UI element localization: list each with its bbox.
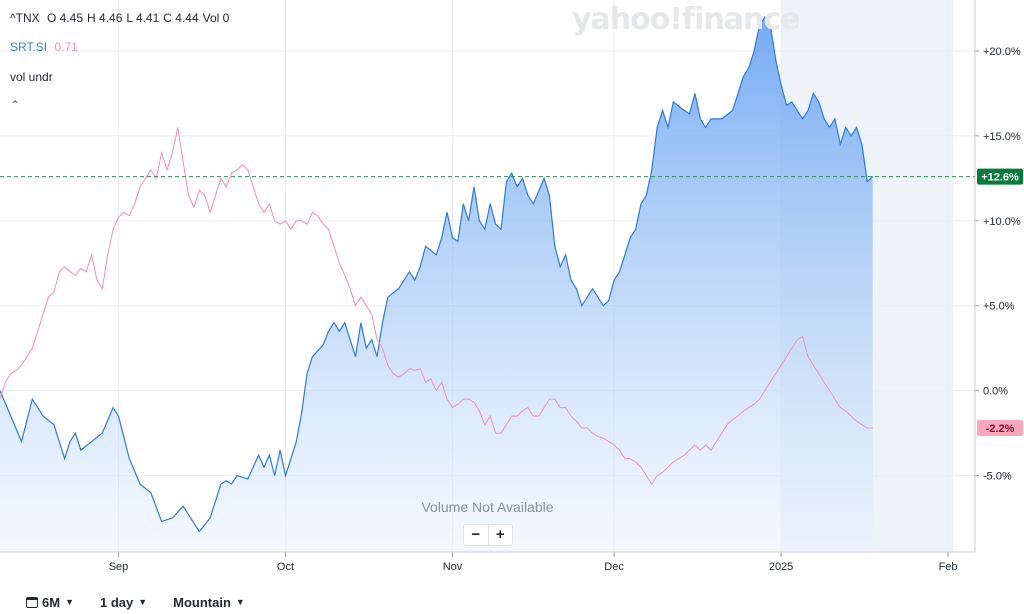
range-label: 6M [42,594,61,610]
compare-value: 0.71 [54,40,78,54]
zoom-out-button[interactable]: − [471,526,481,543]
tnx-area [0,17,873,552]
chevron-down-icon: ▼ [65,597,74,607]
x-tick-label: Sep [109,561,129,573]
x-tick-label: Oct [277,561,294,573]
yahoo-finance-watermark: yahoo!finance [572,2,800,37]
compare-symbol[interactable]: SRT.SI [10,40,48,54]
x-tick-label: Feb [939,561,958,573]
legend-symbol: ^TNX [10,11,40,25]
ohlc-vol: Vol 0 [202,11,230,25]
last-value-badge-label: +12.6% [981,172,1019,184]
zoom-in-button[interactable]: + [487,525,513,545]
interval-selector[interactable]: 1 day ▼ [100,595,147,610]
volume-not-available: Volume Not Available [421,499,554,515]
y-axis: +20.0% +15.0% +10.0% +5.0% 0.0% -5.0% [974,0,1021,552]
legend-compare[interactable]: SRT.SI 0.71 [10,40,82,54]
tnx-line [0,15,874,533]
timezone-selector[interactable]: Mountain ▼ [173,595,245,610]
chevron-down-icon: ▼ [138,597,148,607]
x-tick-label: 2025 [769,561,793,573]
interval-label: 1 day [99,594,134,610]
y-tick-label: 0.0% [983,386,1008,398]
last-value-badge [977,420,1023,437]
ohlc-o: O 4.45 [46,11,84,25]
chevron-up-icon[interactable]: ⌃ [10,98,21,112]
x-tick-label: Dec [604,561,624,573]
legend-indicator[interactable]: vol undr [10,70,53,84]
y-tick-label: +5.0% [983,301,1015,313]
x-axis: Sep Oct Nov Dec 2025 Feb [0,551,975,573]
ohlc-h: H 4.46 [87,11,123,25]
last-value-badge [977,168,1023,185]
timezone-label: Mountain [173,594,231,610]
y-tick-label: +20.0% [983,46,1021,58]
last-value-badge-label: -2.2% [986,423,1015,435]
range-selector[interactable]: 6M ▼ [26,595,74,610]
x-tick-label: Nov [443,561,463,573]
legend-ohlc-values: O 4.45 H 4.46 L 4.41 C 4.44 Vol 0 [47,11,233,25]
chevron-down-icon: ▼ [235,597,245,607]
y-tick-label: +10.0% [983,216,1021,228]
srt-line [0,127,873,486]
ohlc-l: L 4.41 [126,11,160,25]
zoom-controls: − + [463,524,513,546]
calendar-icon [26,596,38,608]
ohlc-c: C 4.44 [163,11,199,25]
chart-toolbar: 6M ▼ 1 day ▼ Mountain ▼ [0,590,245,614]
y-tick-label: -5.0% [983,471,1012,483]
last-value-badges: +12.6% -2.2% [977,168,1023,437]
y-tick-label: +15.0% [983,131,1021,143]
legend-ohlc: ^TNX O 4.45 H 4.46 L 4.41 C 4.44 Vol 0 [10,11,237,25]
